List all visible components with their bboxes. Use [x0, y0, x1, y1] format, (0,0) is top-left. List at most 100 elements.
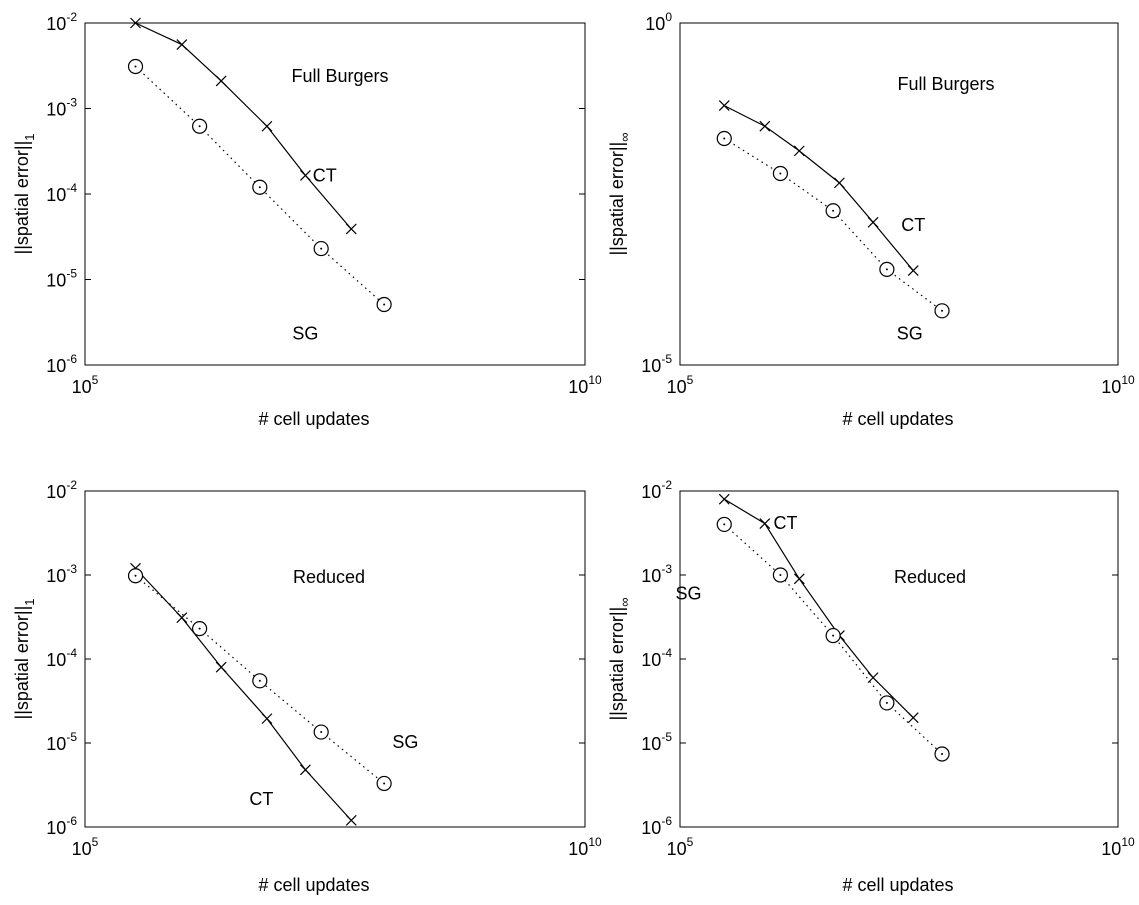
data-point-center	[198, 125, 201, 128]
y-tick-label: 100	[645, 10, 672, 34]
data-point-x-marker	[345, 814, 357, 826]
data-point-x-marker	[867, 216, 879, 228]
data-point-x-marker	[130, 17, 141, 29]
y-tick-label: 10-5	[641, 352, 672, 376]
y-tick-label: 10-6	[641, 814, 672, 838]
data-point-center	[832, 209, 835, 212]
x-tick-label: 105	[667, 835, 694, 859]
data-point-x-marker	[759, 518, 771, 529]
data-point-x-marker	[793, 145, 805, 157]
x-tick-label: 1010	[1101, 835, 1135, 859]
y-tick-label: 10-3	[641, 562, 672, 586]
data-point-center	[258, 186, 261, 189]
series-line-sg	[723, 137, 943, 312]
y-tick-label: 10-2	[46, 10, 77, 34]
series-ct	[130, 562, 357, 826]
panel-annotation: Reduced	[293, 567, 365, 587]
series-sg	[127, 58, 392, 313]
series-label-sg: SG	[897, 323, 923, 343]
series-label-ct: CT	[249, 789, 273, 809]
series-line-sg	[135, 575, 385, 784]
series-label-sg: SG	[392, 732, 418, 752]
x-tick-label: 105	[667, 373, 694, 397]
panel-annotation: Reduced	[894, 567, 966, 587]
series-label-sg: SG	[292, 323, 318, 343]
data-point-x-marker	[907, 265, 919, 277]
series-sg	[716, 130, 950, 319]
plot-frame	[679, 22, 1119, 366]
data-point-center	[134, 574, 137, 577]
panel-annotation: Full Burgers	[291, 66, 388, 86]
plot-frame	[84, 490, 586, 828]
series-sg	[127, 568, 392, 792]
data-point-x-marker	[176, 612, 188, 624]
data-point-x-marker	[176, 39, 188, 50]
data-point-center	[723, 137, 726, 140]
y-axis-label: ||spatial error||1	[12, 599, 37, 720]
series-label-ct: CT	[313, 165, 337, 185]
y-axis-label: ||spatial error||∞	[607, 132, 632, 255]
data-point-x-marker	[833, 177, 845, 189]
data-point-x-marker	[718, 493, 730, 505]
series-label-ct: CT	[773, 513, 797, 533]
data-point-x-marker	[215, 661, 227, 673]
data-point-center	[779, 574, 782, 576]
x-tick-label: 1010	[568, 373, 602, 397]
data-point-center	[320, 247, 323, 250]
series-line-sg	[723, 523, 943, 755]
data-point-center	[832, 634, 835, 637]
data-point-center	[383, 303, 386, 306]
y-tick-label: 10-6	[46, 352, 77, 376]
data-point-x-marker	[299, 169, 311, 181]
data-point-center	[941, 309, 944, 312]
y-tick-label: 10-4	[46, 181, 77, 205]
x-tick-label: 1010	[568, 835, 602, 859]
y-tick-label: 10-2	[641, 478, 672, 502]
x-axis-label: # cell updates	[842, 409, 953, 429]
data-point-x-marker	[718, 100, 730, 112]
data-point-x-marker	[867, 672, 879, 684]
data-point-center	[320, 731, 323, 734]
data-point-x-marker	[907, 712, 919, 724]
panel-annotation: Full Burgers	[897, 74, 994, 94]
data-point-center	[941, 752, 944, 755]
series-label-ct: CT	[901, 215, 925, 235]
series-label-sg: SG	[675, 583, 701, 603]
data-point-center	[383, 782, 386, 785]
y-tick-label: 10-3	[46, 96, 77, 120]
data-point-x-marker	[261, 120, 273, 132]
data-point-x-marker	[261, 713, 273, 725]
x-tick-label: 105	[72, 373, 99, 397]
data-point-x-marker	[215, 75, 227, 87]
y-tick-label: 10-4	[46, 646, 77, 670]
x-axis-label: # cell updates	[258, 875, 369, 895]
y-tick-label: 10-3	[46, 562, 77, 586]
plot-frame	[679, 490, 1119, 828]
series-line-ct	[135, 567, 352, 821]
series-ct	[718, 493, 919, 724]
y-tick-label: 10-5	[46, 267, 77, 291]
series-ct	[718, 100, 919, 277]
data-point-x-marker	[759, 120, 771, 132]
data-point-center	[134, 65, 137, 68]
data-point-x-marker	[299, 764, 311, 776]
data-point-center	[779, 172, 782, 175]
x-tick-label: 105	[72, 835, 99, 859]
series-sg	[716, 516, 950, 762]
data-point-center	[885, 268, 888, 271]
y-tick-label: 10-6	[46, 814, 77, 838]
x-axis-label: # cell updates	[258, 409, 369, 429]
y-tick-label: 10-2	[46, 478, 77, 502]
series-line-ct	[723, 498, 914, 719]
data-point-x-marker	[793, 573, 805, 585]
y-tick-label: 10-5	[641, 730, 672, 754]
data-point-center	[885, 701, 888, 704]
y-axis-label: ||spatial error||∞	[607, 597, 632, 720]
y-tick-label: 10-5	[46, 730, 77, 754]
data-point-center	[258, 679, 261, 682]
data-point-x-marker	[345, 223, 357, 235]
series-ct	[130, 17, 357, 235]
